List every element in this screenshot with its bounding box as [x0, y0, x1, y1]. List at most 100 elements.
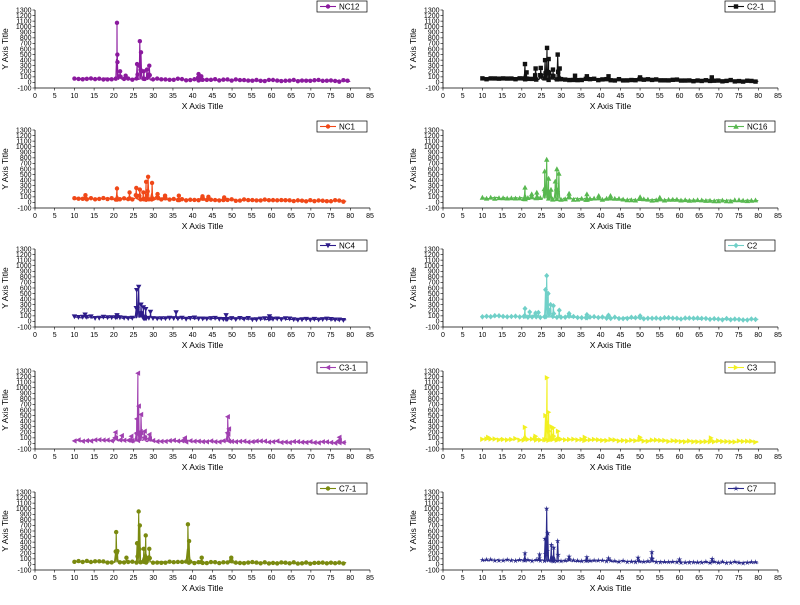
data-point	[575, 314, 581, 321]
data-point	[640, 558, 647, 565]
data-point	[303, 78, 309, 83]
x-tick-label: 55	[248, 332, 256, 339]
data-point	[135, 370, 141, 376]
data-point	[233, 317, 239, 322]
data-point	[225, 414, 230, 420]
x-axis-title: X Axis Title	[182, 101, 224, 111]
legend-marker	[325, 124, 331, 129]
x-tick-label: 5	[461, 454, 465, 461]
y-tick-label: 400	[428, 177, 440, 184]
data-point	[612, 437, 618, 443]
data-point	[117, 437, 123, 443]
data-point	[657, 196, 664, 202]
x-tick-label: 50	[228, 213, 236, 220]
y-tick-label: 400	[20, 57, 32, 64]
data-point	[192, 560, 197, 566]
data-point	[690, 559, 697, 565]
data-point	[324, 439, 329, 445]
data-point	[179, 559, 185, 565]
data-point	[566, 556, 573, 562]
data-point	[500, 313, 506, 320]
data-point	[570, 557, 577, 563]
y-axis-title: Y Axis Title	[408, 267, 418, 309]
data-point	[600, 77, 605, 82]
x-tick-label: 35	[577, 575, 585, 582]
x-tick-label: 15	[90, 575, 98, 582]
data-point	[130, 197, 135, 202]
y-tick-label: 100	[20, 74, 32, 81]
legend-box	[316, 361, 368, 374]
x-tick-label: 0	[441, 213, 445, 220]
data-point	[707, 197, 713, 203]
data-point	[109, 438, 114, 444]
x-tick-label: 55	[248, 575, 256, 582]
data-point	[129, 315, 135, 321]
data-point	[517, 76, 522, 81]
data-point	[237, 316, 243, 321]
x-tick-label: 80	[346, 454, 354, 461]
data-point	[574, 557, 581, 564]
data-point	[525, 314, 531, 320]
data-point	[307, 317, 313, 323]
x-tick-label: 65	[287, 213, 295, 220]
data-point	[698, 559, 705, 565]
legend-box	[724, 482, 776, 495]
data-point	[345, 78, 350, 83]
data-point	[109, 196, 114, 201]
y-tick-label: 1200	[424, 133, 440, 140]
data-point	[96, 437, 102, 443]
y-tick-label: -100	[425, 324, 439, 331]
data-point	[749, 78, 754, 84]
data-point	[595, 557, 602, 563]
data-point	[662, 78, 667, 83]
y-tick-label: 300	[428, 545, 440, 552]
data-point	[316, 198, 321, 203]
data-point	[732, 316, 738, 322]
y-tick-label: 800	[428, 517, 440, 524]
data-point	[233, 439, 238, 445]
data-point	[666, 78, 671, 83]
data-point	[546, 77, 551, 83]
x-tick-label: 35	[577, 213, 585, 220]
y-tick-label: 200	[428, 551, 440, 558]
data-point	[149, 180, 155, 186]
y-tick-label: 0	[28, 562, 32, 569]
data-point	[703, 78, 709, 83]
x-tick-label: 45	[616, 575, 624, 582]
data-point	[75, 437, 81, 443]
data-point	[480, 436, 486, 442]
data-point	[500, 436, 506, 443]
y-tick-label: 1100	[424, 18, 439, 25]
y-tick-label: 600	[20, 166, 32, 173]
data-point	[752, 559, 759, 565]
y-tick-label: 100	[20, 435, 32, 442]
y-tick-label: 900	[428, 269, 440, 276]
x-tick-label: 0	[33, 575, 37, 582]
data-point	[620, 315, 626, 322]
x-tick-label: 60	[676, 575, 684, 582]
data-point	[225, 560, 230, 565]
data-point	[241, 316, 247, 322]
data-point	[195, 438, 201, 444]
y-tick-label: 0	[436, 562, 440, 569]
data-point	[105, 560, 110, 565]
data-point	[270, 77, 276, 83]
data-point	[724, 438, 730, 445]
data-point	[146, 431, 152, 438]
data-point	[162, 438, 168, 445]
data-point	[84, 76, 90, 81]
data-point	[736, 559, 742, 566]
y-axis-title: Y Axis Title	[0, 510, 10, 552]
data-point	[638, 314, 643, 321]
data-point	[505, 76, 510, 81]
y-tick-label: 0	[436, 200, 440, 207]
data-point	[183, 198, 189, 203]
data-point	[80, 314, 86, 320]
data-point	[105, 77, 110, 82]
y-axis-title: Y Axis Title	[408, 510, 418, 552]
data-point	[658, 437, 664, 444]
x-tick-label: 50	[636, 575, 644, 582]
x-tick-label: 5	[53, 575, 57, 582]
data-point	[147, 309, 154, 315]
